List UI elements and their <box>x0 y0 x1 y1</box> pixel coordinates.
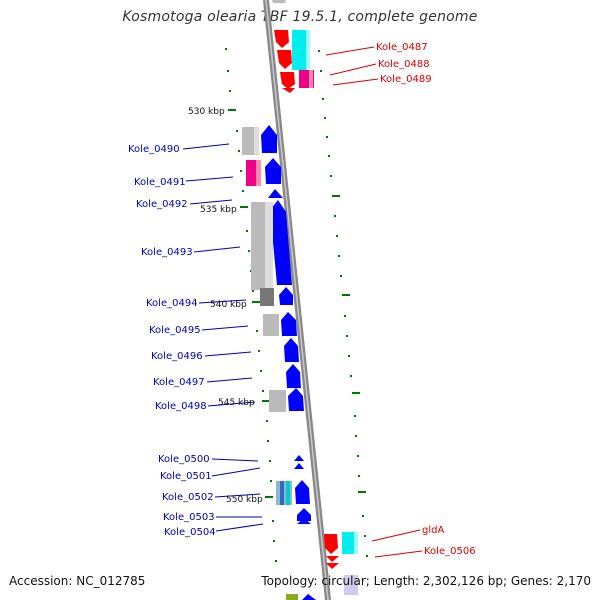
leader-line <box>211 458 259 462</box>
forward-gene-arrow <box>279 287 293 305</box>
leader-line <box>189 199 233 205</box>
topology-text: Topology: circular; Length: 2,302,126 bp… <box>261 574 591 588</box>
scale-dots-outer <box>318 50 368 557</box>
forward-gene-arrow <box>268 189 283 198</box>
forward-gene-arrow <box>294 455 304 461</box>
gene-label-kole-0504: Kole_0504 <box>164 527 216 538</box>
scale-major-ticks <box>228 109 366 498</box>
forward-gene-arrow <box>261 125 277 153</box>
forward-gene-arrow <box>297 508 311 521</box>
forward-genes <box>242 125 316 600</box>
gene-label-kole-0492: Kole_0492 <box>136 199 188 210</box>
gene-label-kole-0503: Kole_0503 <box>163 512 215 523</box>
reverse-genes-bottom <box>324 532 358 595</box>
gene-label-kole-0490: Kole_0490 <box>128 144 180 155</box>
reverse-gene-arrow <box>274 30 289 48</box>
scale-label-545: 545 kbp <box>218 398 255 408</box>
leader-line <box>185 176 234 182</box>
leader-line <box>215 523 264 532</box>
gray-block-dark <box>260 288 274 306</box>
leader-line <box>214 493 261 498</box>
olive-block <box>286 594 298 600</box>
forward-gene-arrow <box>295 480 310 504</box>
gene-label-kole-0489: Kole_0489 <box>380 74 432 85</box>
gene-label-kole-0500: Kole_0500 <box>158 454 210 465</box>
gene-label-kole-0501: Kole_0501 <box>160 471 212 482</box>
forward-gene-arrow <box>265 158 281 184</box>
scale-label-535: 535 kbp <box>200 205 237 215</box>
gene-label-kole-0487: Kole_0487 <box>376 42 428 53</box>
reverse-gene-arrow <box>326 563 339 569</box>
leader-line <box>207 401 256 407</box>
forward-gene-arrow <box>270 200 292 285</box>
forward-gene-arrow <box>284 338 299 362</box>
reverse-gene-arrow <box>272 0 286 3</box>
gene-label-glda: gldA <box>422 525 444 536</box>
reverse-genes-top <box>272 0 314 93</box>
leader-line <box>332 78 379 86</box>
scale-label-540: 540 kbp <box>210 300 247 310</box>
leader-line <box>201 325 249 331</box>
forward-gene-arrow <box>286 364 301 388</box>
leader-line <box>204 351 252 357</box>
gene-label-kole-0488: Kole_0488 <box>378 59 430 70</box>
gene-label-kole-0498: Kole_0498 <box>155 401 207 412</box>
forward-gene-arrow <box>294 463 304 469</box>
gene-label-kole-0491: Kole_0491 <box>134 177 186 188</box>
leader-line <box>206 377 253 383</box>
accession-text: Accession: NC_012785 <box>9 574 146 588</box>
forward-gene-arrow <box>297 518 311 524</box>
gene-label-kole-0496: Kole_0496 <box>151 351 203 362</box>
gene-label-kole-0497: Kole_0497 <box>153 377 205 388</box>
light-block <box>344 575 358 595</box>
reverse-gene-arrow <box>280 72 295 89</box>
reverse-gene-arrow <box>282 88 295 93</box>
gray-block <box>269 390 286 412</box>
scale-label-530: 530 kbp <box>188 107 225 117</box>
leader-line <box>371 529 421 542</box>
gene-label-kole-0502: Kole_0502 <box>162 492 214 503</box>
reverse-gene-arrow <box>277 50 292 69</box>
cyan-block <box>292 30 310 70</box>
leader-line <box>325 46 375 56</box>
gray-block <box>263 314 279 336</box>
gene-label-kole-0495: Kole_0495 <box>149 325 201 336</box>
scale-label-550: 550 kbp <box>226 495 263 505</box>
leader-line <box>211 467 261 477</box>
leader-line <box>182 143 230 150</box>
forward-gene-arrow <box>288 388 304 411</box>
leader-line <box>198 299 247 304</box>
reverse-gene-arrow <box>326 556 339 562</box>
scale-dots-inner <box>225 48 277 562</box>
leader-line <box>193 246 241 253</box>
leader-line <box>329 63 377 76</box>
gene-label-kole-0494: Kole_0494 <box>146 298 198 309</box>
leader-line <box>374 550 423 558</box>
reverse-gene-arrow <box>324 534 338 554</box>
map-title: Kosmotoga olearia TBF 19.5.1, complete g… <box>122 9 478 25</box>
forward-gene-arrow <box>302 594 316 600</box>
forward-gene-arrow <box>281 312 297 336</box>
gene-label-kole-0493: Kole_0493 <box>141 247 193 258</box>
gene-label-kole-0506: Kole_0506 <box>424 546 476 557</box>
